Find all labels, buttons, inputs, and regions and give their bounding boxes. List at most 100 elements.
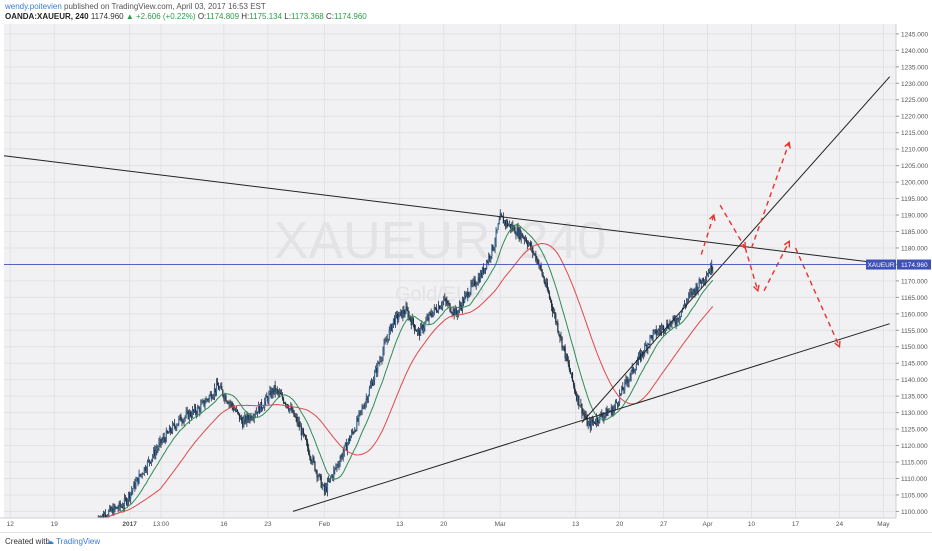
candle-body: [249, 415, 251, 421]
candle-body: [226, 401, 228, 403]
candle-body: [155, 450, 157, 456]
price-chart[interactable]: XAUEUR, 240Gold/EUR1100.0001105.0001110.…: [0, 0, 932, 532]
symbol-tag: [866, 259, 896, 270]
projection-arrowhead: [834, 340, 841, 349]
candle-body: [198, 407, 200, 409]
high-value: 1175.134: [249, 12, 283, 21]
created-with-text: Created with: [5, 537, 50, 546]
candle-body: [101, 514, 104, 518]
candle-body: [506, 221, 509, 226]
candle-body: [212, 395, 214, 398]
candle-body: [307, 441, 309, 449]
candle-body: [295, 416, 297, 418]
candle-body: [163, 437, 165, 439]
candle-body: [621, 386, 623, 394]
tradingview-logo[interactable]: ☁ TradingView: [46, 537, 101, 546]
candle-body: [136, 477, 138, 482]
candle-body: [582, 412, 584, 414]
candle-body: [630, 370, 632, 377]
candle-body: [243, 419, 245, 428]
candle-body: [312, 457, 314, 463]
candle-body: [367, 395, 369, 401]
candle-body: [171, 424, 174, 433]
candle-body: [269, 390, 271, 394]
candle-body: [483, 267, 486, 273]
publish-info: published on TradingView.com, April 03, …: [64, 2, 266, 11]
candle-body: [536, 258, 538, 261]
candle-body: [566, 354, 568, 361]
candle-body: [242, 420, 244, 428]
candle-body: [153, 449, 155, 457]
candle-body: [575, 391, 577, 395]
candle-body: [477, 277, 479, 284]
candle-body: [281, 394, 284, 399]
candle-body: [182, 421, 184, 423]
candle-body: [706, 274, 709, 277]
candle-body: [442, 301, 444, 306]
candle-body: [186, 410, 188, 413]
candle-body: [454, 308, 456, 316]
candle-body: [679, 316, 681, 318]
candle-body: [464, 295, 466, 303]
candle-body: [710, 264, 712, 274]
candle-body: [490, 256, 492, 259]
candle-body: [614, 402, 617, 407]
candle-body: [421, 325, 423, 326]
candle-body: [292, 410, 294, 413]
candle-body: [537, 258, 539, 265]
candle-body: [656, 333, 658, 335]
candle-body: [102, 514, 105, 518]
candle-body: [645, 345, 647, 346]
candle-body: [461, 299, 464, 309]
candle-body: [319, 474, 321, 477]
candle-body: [190, 415, 193, 417]
candle-body: [196, 412, 198, 415]
candle-body: [205, 399, 207, 404]
candle-body: [189, 412, 191, 416]
candle-body: [505, 221, 508, 225]
price-tick-label: 1130.000: [901, 410, 928, 417]
candle-body: [451, 312, 453, 314]
candle-body: [161, 440, 163, 443]
candle-body: [208, 395, 210, 400]
candle-body: [669, 322, 671, 329]
candle-body: [544, 282, 546, 286]
candle-body: [558, 331, 560, 335]
candle-body: [156, 449, 158, 451]
candle-body: [370, 382, 373, 386]
price-tick-label: 1235.000: [901, 64, 928, 71]
candle-body: [654, 329, 656, 331]
candle-body: [556, 322, 558, 323]
time-tick-label: 17: [792, 521, 800, 528]
candle-body: [572, 380, 575, 386]
candle-body: [674, 319, 676, 324]
candle-body: [683, 304, 686, 306]
candle-body: [632, 367, 634, 372]
price-tick-label: 1105.000: [901, 492, 928, 499]
candle-body: [516, 227, 518, 236]
candle-body: [372, 380, 375, 386]
price-tick-label: 1245.000: [901, 31, 928, 38]
candle-body: [228, 402, 230, 404]
candle-body: [653, 330, 655, 333]
candle-body: [384, 341, 386, 344]
candle-body: [437, 305, 440, 312]
candle-body: [277, 390, 279, 394]
candle-body: [647, 343, 649, 350]
time-tick-label: 12: [7, 521, 15, 528]
candle-body: [151, 459, 153, 463]
candle-body: [237, 412, 240, 414]
candle-body: [589, 421, 591, 428]
candle-body: [448, 303, 450, 304]
candle-body: [600, 413, 602, 415]
moving-average-slow: [97, 243, 714, 521]
candle-body: [361, 407, 363, 411]
price-tick-label: 1150.000: [901, 344, 928, 351]
candle-body: [397, 313, 399, 320]
candle-body: [675, 323, 677, 325]
candle-body: [120, 506, 122, 508]
candle-body: [349, 436, 352, 442]
publisher-username[interactable]: wendy.poitevien: [5, 2, 62, 11]
candle-body: [204, 403, 206, 406]
candle-body: [329, 478, 331, 482]
